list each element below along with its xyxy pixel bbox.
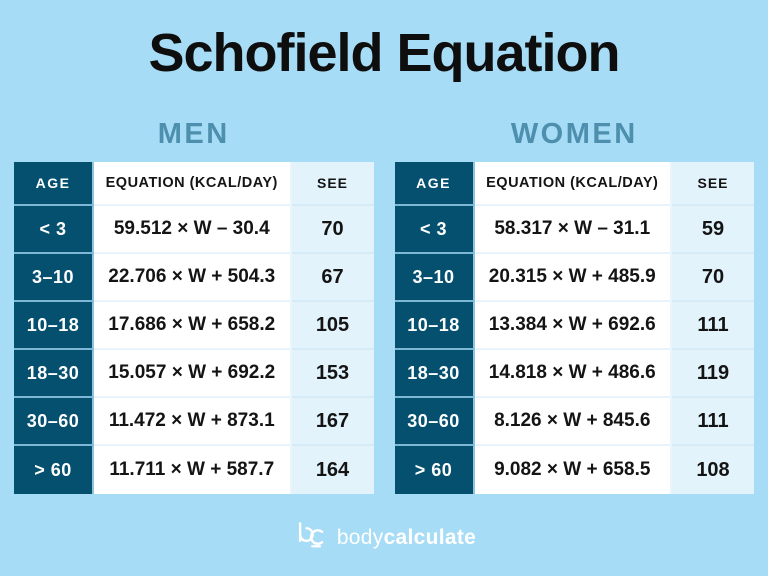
age-cell: > 60: [394, 446, 475, 494]
table-row: 30–60 8.126 × W + 845.6 111: [394, 398, 754, 446]
age-cell: 18–30: [14, 350, 94, 398]
men-heading: MEN: [157, 118, 230, 150]
bodycalculate-logo-icon: [292, 519, 328, 556]
see-cell: 119: [672, 350, 754, 398]
equation-column-header: EQUATION (KCAL/DAY): [94, 162, 292, 206]
see-column-header: SEE: [672, 162, 754, 206]
age-cell: 10–18: [14, 302, 94, 350]
equation-cell: 22.706 × W + 504.3: [94, 254, 292, 302]
see-cell: 70: [291, 206, 374, 254]
see-cell: 59: [672, 206, 754, 254]
equation-cell: 17.686 × W + 658.2: [94, 302, 292, 350]
header-row: AGE EQUATION (KCAL/DAY) SEE: [394, 162, 754, 206]
age-cell: < 3: [394, 206, 475, 254]
age-column-header: AGE: [14, 162, 94, 206]
age-cell: < 3: [14, 206, 94, 254]
men-table: AGE EQUATION (KCAL/DAY) SEE < 3 59.512 ×…: [14, 162, 374, 494]
women-table-section: WOMEN AGE EQUATION (KCAL/DAY) SEE < 3 58…: [394, 118, 754, 494]
see-cell: 67: [291, 254, 374, 302]
table-row: > 60 9.082 × W + 658.5 108: [394, 446, 754, 494]
age-cell: 30–60: [394, 398, 475, 446]
table-row: 3–10 20.315 × W + 485.9 70: [394, 254, 754, 302]
see-cell: 167: [291, 398, 374, 446]
women-table: AGE EQUATION (KCAL/DAY) SEE < 3 58.317 ×…: [394, 162, 754, 494]
see-cell: 70: [672, 254, 754, 302]
equation-cell: 11.472 × W + 873.1: [94, 398, 292, 446]
see-cell: 105: [291, 302, 374, 350]
see-column-header: SEE: [291, 162, 374, 206]
table-row: < 3 59.512 × W – 30.4 70: [14, 206, 374, 254]
age-cell: 10–18: [394, 302, 475, 350]
age-cell: > 60: [14, 446, 94, 494]
equation-column-header: EQUATION (KCAL/DAY): [474, 162, 672, 206]
table-row: 18–30 15.057 × W + 692.2 153: [14, 350, 374, 398]
table-row: 3–10 22.706 × W + 504.3 67: [14, 254, 374, 302]
equation-cell: 59.512 × W – 30.4: [94, 206, 292, 254]
table-row: 30–60 11.472 × W + 873.1 167: [14, 398, 374, 446]
equation-cell: 15.057 × W + 692.2: [94, 350, 292, 398]
equation-cell: 20.315 × W + 485.9: [474, 254, 672, 302]
equation-cell: 9.082 × W + 658.5: [474, 446, 672, 494]
page-title: Schofield Equation: [148, 23, 620, 83]
table-row: 10–18 13.384 × W + 692.6 111: [394, 302, 754, 350]
see-cell: 111: [672, 398, 754, 446]
see-cell: 164: [291, 446, 374, 494]
table-row: 10–18 17.686 × W + 658.2 105: [14, 302, 374, 350]
men-table-section: MEN AGE EQUATION (KCAL/DAY) SEE < 3 59.5…: [14, 118, 374, 494]
see-cell: 108: [672, 446, 754, 494]
brand-text: bodycalculate: [337, 526, 476, 550]
brand-text-bold: calculate: [383, 525, 477, 549]
age-column-header: AGE: [394, 162, 475, 206]
see-cell: 153: [291, 350, 374, 398]
table-row: > 60 11.711 × W + 587.7 164: [14, 446, 374, 494]
see-cell: 111: [672, 302, 754, 350]
age-cell: 18–30: [394, 350, 475, 398]
table-row: < 3 58.317 × W – 31.1 59: [394, 206, 754, 254]
age-cell: 3–10: [394, 254, 475, 302]
equation-cell: 58.317 × W – 31.1: [474, 206, 672, 254]
brand-text-light: body: [336, 525, 384, 549]
table-row: 18–30 14.818 × W + 486.6 119: [394, 350, 754, 398]
equation-cell: 8.126 × W + 845.6: [474, 398, 672, 446]
age-cell: 3–10: [14, 254, 94, 302]
equation-cell: 14.818 × W + 486.6: [474, 350, 672, 398]
tables-container: MEN AGE EQUATION (KCAL/DAY) SEE < 3 59.5…: [0, 118, 768, 494]
women-heading: WOMEN: [510, 118, 638, 150]
age-cell: 30–60: [14, 398, 94, 446]
equation-cell: 11.711 × W + 587.7: [94, 446, 292, 494]
header-row: AGE EQUATION (KCAL/DAY) SEE: [14, 162, 374, 206]
equation-cell: 13.384 × W + 692.6: [474, 302, 672, 350]
brand-footer: bodycalculate: [0, 519, 768, 556]
